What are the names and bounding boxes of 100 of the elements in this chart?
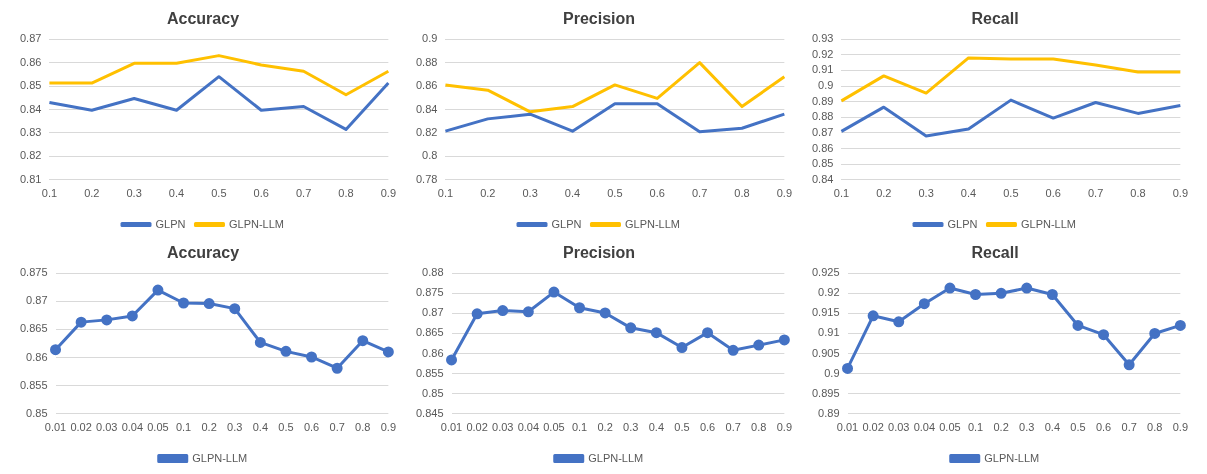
- legend-label: GLPN-LLM: [624, 217, 680, 230]
- point: [574, 302, 586, 314]
- point: [280, 345, 292, 357]
- x-tick-label: 0.04: [121, 421, 144, 434]
- chart-title: Accuracy: [166, 244, 240, 262]
- y-tick-label: 0.9: [422, 32, 438, 45]
- point: [625, 322, 637, 334]
- y-tick-label: 0.9: [824, 366, 840, 379]
- x-tick-label: 0.1: [437, 187, 454, 200]
- point: [229, 303, 241, 315]
- point: [306, 351, 318, 363]
- point: [471, 308, 483, 320]
- x-tick-label: 0.2: [993, 421, 1009, 434]
- x-tick-label: 0.04: [517, 421, 540, 434]
- x-tick-label: 0.4: [648, 421, 664, 434]
- point: [101, 314, 113, 326]
- x-tick-label: 0.4: [564, 187, 581, 200]
- y-tick-label: 0.8: [422, 149, 438, 162]
- x-tick-label: 0.05: [147, 421, 169, 434]
- legend-label: GLPN: [155, 217, 186, 230]
- x-tick-label: 0.6: [649, 187, 665, 200]
- x-tick-label: 0.1: [41, 187, 58, 200]
- x-tick-label: 0.9: [380, 421, 396, 434]
- x-tick-label: 0.3: [227, 421, 243, 434]
- point: [702, 327, 714, 339]
- y-tick-label: 0.865: [20, 322, 48, 335]
- y-tick-label: 0.91: [818, 326, 840, 339]
- y-tick-label: 0.89: [811, 94, 834, 107]
- y-tick-label: 0.86: [26, 350, 48, 363]
- x-tick-label: 0.01: [440, 421, 463, 434]
- x-tick-label: 0.9: [776, 187, 792, 200]
- x-tick-label: 0.2: [597, 421, 613, 434]
- x-tick-label: 0.1: [833, 187, 850, 200]
- y-tick-label: 0.855: [20, 378, 48, 391]
- x-tick-label: 0.9: [1172, 187, 1188, 200]
- x-tick-label: 0.1: [175, 421, 192, 434]
- legend-label: GLPN-LLM: [228, 217, 284, 230]
- point: [995, 287, 1007, 299]
- y-tick-label: 0.81: [19, 172, 42, 185]
- x-tick-label: 0.8: [1147, 421, 1163, 434]
- x-tick-label: 0.9: [1172, 421, 1188, 434]
- x-tick-label: 0.2: [480, 187, 496, 200]
- point: [918, 298, 930, 310]
- x-tick-label: 0.5: [1003, 187, 1019, 200]
- x-tick-label: 0.8: [355, 421, 371, 434]
- x-tick-label: 0.9: [776, 421, 792, 434]
- x-tick-label: 0.03: [888, 421, 910, 434]
- y-tick-label: 0.91: [811, 63, 834, 76]
- point: [178, 297, 190, 309]
- x-tick-label: 0.6: [253, 187, 269, 200]
- point: [970, 288, 982, 300]
- point: [1174, 319, 1186, 331]
- y-tick-label: 0.87: [422, 306, 444, 319]
- y-tick-label: 0.915: [812, 306, 840, 319]
- point: [382, 346, 394, 358]
- y-tick-label: 0.845: [416, 406, 444, 419]
- point: [152, 284, 164, 296]
- point: [1098, 329, 1110, 341]
- point: [650, 327, 662, 339]
- point: [1149, 327, 1161, 339]
- x-tick-label: 0.3: [126, 187, 142, 200]
- point: [357, 335, 369, 347]
- x-tick-label: 0.1: [967, 421, 984, 434]
- x-tick-label: 0.03: [96, 421, 118, 434]
- y-tick-label: 0.83: [19, 125, 42, 138]
- point: [203, 298, 215, 310]
- y-tick-label: 0.88: [811, 110, 834, 123]
- point: [727, 344, 739, 356]
- point: [50, 344, 62, 356]
- x-tick-label: 0.01: [836, 421, 859, 434]
- x-tick-label: 0.02: [70, 421, 92, 434]
- x-tick-label: 0.7: [295, 187, 312, 200]
- y-tick-label: 0.93: [811, 32, 834, 45]
- chart-title: Precision: [562, 10, 636, 28]
- y-tick-label: 0.84: [19, 102, 42, 115]
- y-tick-label: 0.85: [19, 79, 42, 92]
- point: [446, 354, 458, 366]
- x-tick-label: 0.8: [751, 421, 767, 434]
- y-tick-label: 0.84: [811, 172, 834, 185]
- x-tick-label: 0.3: [623, 421, 639, 434]
- legend-label: GLPN-LLM: [1020, 217, 1076, 230]
- y-tick-label: 0.895: [812, 386, 840, 399]
- point: [126, 310, 138, 322]
- legend-label: GLPN-LLM: [588, 451, 644, 464]
- x-tick-label: 0.4: [960, 187, 977, 200]
- chart-title: Recall: [971, 244, 1019, 262]
- y-tick-label: 0.82: [19, 149, 42, 162]
- y-tick-label: 0.905: [812, 346, 840, 359]
- y-tick-label: 0.89: [818, 406, 840, 419]
- y-tick-label: 0.865: [416, 326, 444, 339]
- y-tick-label: 0.875: [20, 266, 48, 279]
- x-tick-label: 0.2: [84, 187, 100, 200]
- y-tick-label: 0.87: [811, 125, 834, 138]
- x-tick-label: 0.03: [492, 421, 514, 434]
- x-tick-label: 0.4: [252, 421, 268, 434]
- y-tick-label: 0.925: [812, 266, 840, 279]
- x-tick-label: 0.8: [338, 187, 354, 200]
- x-tick-label: 0.6: [1095, 421, 1112, 434]
- point: [599, 307, 611, 319]
- point: [893, 316, 905, 328]
